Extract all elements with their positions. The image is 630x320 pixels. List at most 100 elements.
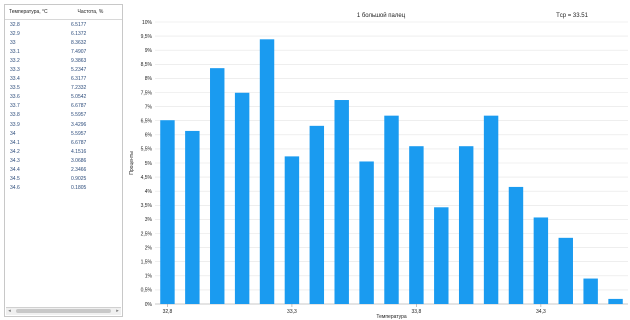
cell-frequency: 2.3466 <box>71 167 87 174</box>
cell-temperature: 33.6 <box>10 94 20 101</box>
cell-frequency: 6.5177 <box>71 21 87 28</box>
bar <box>210 68 225 304</box>
x-axis-title: Температура <box>376 314 407 320</box>
y-tick-label: 0,5% <box>141 288 153 294</box>
table-row[interactable]: 33.1 7.4907 <box>5 47 122 56</box>
cell-temperature: 33.4 <box>10 76 20 83</box>
cell-temperature: 33 <box>10 39 16 46</box>
y-tick-label: 0% <box>145 302 153 308</box>
y-tick-label: 4% <box>145 189 153 195</box>
x-tick-label: 33,8 <box>412 309 422 315</box>
cell-frequency: 3.4296 <box>71 121 87 128</box>
y-tick-label: 10% <box>142 20 153 26</box>
scroll-right-icon[interactable]: ▸ <box>116 308 119 314</box>
table-row[interactable]: 34.4 2.3466 <box>5 166 122 175</box>
cell-temperature: 33.3 <box>10 67 20 74</box>
table-header: Температура, °С Частота, % <box>5 5 122 20</box>
y-tick-label: 1,5% <box>141 260 153 266</box>
y-tick-label: 9,5% <box>141 34 153 40</box>
cell-temperature: 34 <box>10 130 16 137</box>
y-axis-title: Проценты <box>129 151 135 175</box>
table-row[interactable]: 33.2 9.3863 <box>5 56 122 65</box>
bar <box>434 207 449 304</box>
y-tick-label: 1% <box>145 274 153 280</box>
table-row[interactable]: 32.9 6.1372 <box>5 29 122 38</box>
bar-chart: 0% 0,5% 1% 1,5% 2% 2,5% 3% 3,5% 4% 4,5% 5% 5,5% 6% 6,… <box>129 12 628 320</box>
table-row[interactable]: 34.5 0.9025 <box>5 175 122 184</box>
horizontal-scrollbar[interactable]: ◂ ▸ <box>6 307 121 315</box>
table-row[interactable]: 33.4 6.3177 <box>5 75 122 84</box>
cell-temperature: 34.6 <box>10 185 20 192</box>
cell-frequency: 3.0686 <box>71 157 87 164</box>
table-row[interactable]: 33.9 3.4296 <box>5 120 122 129</box>
bar <box>185 130 200 304</box>
bar <box>558 237 573 304</box>
column-header-temperature[interactable]: Температура, °С <box>9 9 48 15</box>
table-row[interactable]: 34.6 0.1805 <box>5 184 122 193</box>
y-tick-label: 3% <box>145 217 153 223</box>
table-row[interactable]: 33.6 5.0542 <box>5 93 122 102</box>
table-row[interactable]: 34 5.5957 <box>5 129 122 138</box>
cell-temperature: 33.7 <box>10 103 20 110</box>
cell-temperature: 33.2 <box>10 57 20 64</box>
y-tick-label: 4,5% <box>141 175 153 181</box>
scroll-left-icon[interactable]: ◂ <box>8 308 11 314</box>
y-tick-label: 2% <box>145 245 153 251</box>
bar <box>409 146 424 304</box>
scrollbar-thumb[interactable] <box>16 309 111 313</box>
table-row[interactable]: 34.2 4.1516 <box>5 147 122 156</box>
table-row[interactable]: 34.3 3.0686 <box>5 156 122 165</box>
column-header-frequency[interactable]: Частота, % <box>77 9 104 15</box>
mean-temperature-label: Tср = 33.51 <box>556 13 589 19</box>
cell-frequency: 6.3177 <box>71 76 87 83</box>
cell-temperature: 33.9 <box>10 121 20 128</box>
table-row[interactable]: 32.8 6.5177 <box>5 20 122 29</box>
table-row[interactable]: 33.7 6.6787 <box>5 102 122 111</box>
cell-temperature: 32.8 <box>10 21 20 28</box>
y-tick-label: 5,5% <box>141 147 153 153</box>
cell-frequency: 0.1805 <box>71 185 87 192</box>
cell-frequency: 5.5957 <box>71 112 87 119</box>
y-tick-label: 8,5% <box>141 62 153 68</box>
cell-frequency: 0.9025 <box>71 176 87 183</box>
x-tick-label: 34,3 <box>536 309 546 315</box>
bar <box>608 298 623 304</box>
bar <box>533 217 549 304</box>
cell-frequency: 4.1516 <box>71 148 87 155</box>
table-row[interactable]: 33 8.3632 <box>5 38 122 47</box>
cell-frequency: 5.5957 <box>71 130 87 137</box>
bar <box>583 278 598 304</box>
y-tick-label: 2,5% <box>141 231 153 237</box>
table-row[interactable]: 33.8 5.5957 <box>5 111 122 120</box>
cell-temperature: 34.2 <box>10 148 20 155</box>
bar <box>259 39 275 305</box>
cell-temperature: 33.5 <box>10 85 20 92</box>
y-tick-label: 6,5% <box>141 119 153 125</box>
bar <box>508 186 524 304</box>
y-tick-label: 6% <box>145 133 153 139</box>
cell-frequency: 6.6787 <box>71 139 87 146</box>
bar <box>160 120 175 304</box>
data-table: Температура, °С Частота, % 32.8 6.5177 32.… <box>4 4 123 317</box>
cell-frequency: 7.2332 <box>71 85 87 92</box>
table-row[interactable]: 33.3 5.2347 <box>5 65 122 74</box>
cell-temperature: 34.3 <box>10 157 20 164</box>
y-tick-label: 7,5% <box>141 90 153 96</box>
cell-temperature: 33.1 <box>10 48 20 55</box>
table-body: 32.8 6.5177 32.9 6.1372 33 8.3632 33.1 7.4907 33… <box>5 20 122 193</box>
bar <box>384 115 399 304</box>
x-tick-label: 32,8 <box>163 309 173 315</box>
cell-frequency: 5.0542 <box>71 94 87 101</box>
bar <box>284 156 300 304</box>
table-row[interactable]: 33.5 7.2332 <box>5 84 122 93</box>
y-tick-label: 5% <box>145 161 153 167</box>
y-tick-label: 8% <box>145 76 153 82</box>
cell-frequency: 8.3632 <box>71 39 87 46</box>
table-row[interactable]: 34.1 6.6787 <box>5 138 122 147</box>
bar <box>234 92 250 304</box>
bar <box>334 100 349 304</box>
cell-frequency: 7.4907 <box>71 48 87 55</box>
bar <box>359 161 374 304</box>
y-tick-label: 7% <box>145 104 153 110</box>
cell-temperature: 34.1 <box>10 139 20 146</box>
